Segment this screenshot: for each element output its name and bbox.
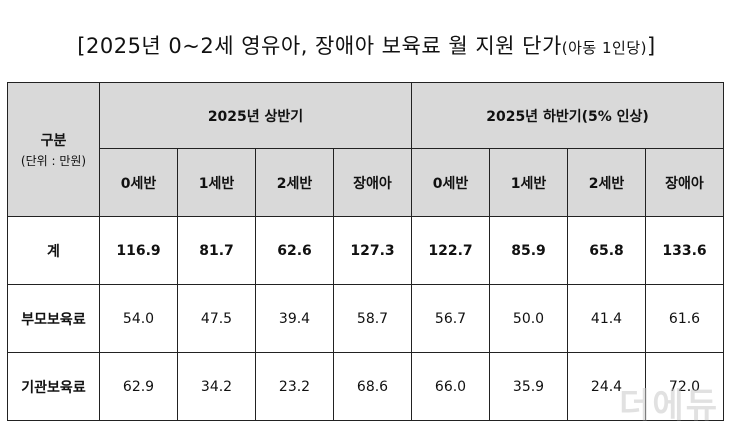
support-fee-table: 구분 (단위 : 만원) 2025년 상반기 2025년 하반기(5% 인상) … [7, 82, 724, 421]
corner-label: 구분 [40, 133, 67, 149]
table-cell: 68.6 [333, 352, 412, 421]
sub-header: 0세반 [99, 148, 178, 217]
table-corner-header: 구분 (단위 : 만원) [7, 82, 100, 217]
table-cell: 133.6 [645, 216, 724, 285]
table-cell: 66.0 [411, 352, 490, 421]
table-cell: 72.0 [645, 352, 724, 421]
table-cell: 127.3 [333, 216, 412, 285]
table-cell: 65.8 [567, 216, 646, 285]
table-row-total: 계 116.9 81.7 62.6 127.3 122.7 85.9 65.8 … [7, 216, 724, 285]
table-cell: 122.7 [411, 216, 490, 285]
sub-header: 0세반 [411, 148, 490, 217]
table-cell: 24.4 [567, 352, 646, 421]
table-cell: 41.4 [567, 284, 646, 353]
table-cell: 47.5 [177, 284, 256, 353]
title-close: ] [647, 34, 656, 58]
sub-header: 1세반 [177, 148, 256, 217]
table-cell: 62.6 [255, 216, 334, 285]
sub-header: 장애아 [333, 148, 412, 217]
period-header-second-half: 2025년 하반기(5% 인상) [411, 82, 724, 149]
row-label: 계 [7, 216, 100, 285]
sub-header: 장애아 [645, 148, 724, 217]
row-label: 기관보육료 [7, 352, 100, 421]
table-cell: 34.2 [177, 352, 256, 421]
table-cell: 81.7 [177, 216, 256, 285]
sub-header: 1세반 [489, 148, 568, 217]
table-cell: 54.0 [99, 284, 178, 353]
table-cell: 56.7 [411, 284, 490, 353]
table-cell: 61.6 [645, 284, 724, 353]
table-cell: 50.0 [489, 284, 568, 353]
title-sub: (아동 1인당) [561, 39, 647, 57]
page-title: [2025년 0~2세 영유아, 장애아 보육료 월 지원 단가(아동 1인당)… [0, 30, 733, 60]
watermark-logo: 더에듀 [619, 386, 719, 426]
sub-header: 2세반 [255, 148, 334, 217]
row-label: 부모보육료 [7, 284, 100, 353]
sub-header: 2세반 [567, 148, 646, 217]
table-cell: 116.9 [99, 216, 178, 285]
table-row-institution-fee: 기관보육료 62.9 34.2 23.2 68.6 66.0 35.9 24.4… [7, 352, 724, 421]
table-cell: 23.2 [255, 352, 334, 421]
corner-unit: (단위 : 만원) [20, 154, 87, 168]
table-cell: 58.7 [333, 284, 412, 353]
table-row-parent-fee: 부모보육료 54.0 47.5 39.4 58.7 56.7 50.0 41.4… [7, 284, 724, 353]
table-cell: 39.4 [255, 284, 334, 353]
table-cell: 62.9 [99, 352, 178, 421]
title-main: [2025년 0~2세 영유아, 장애아 보육료 월 지원 단가 [77, 34, 562, 58]
period-header-first-half: 2025년 상반기 [99, 82, 412, 149]
table-cell: 85.9 [489, 216, 568, 285]
table-cell: 35.9 [489, 352, 568, 421]
